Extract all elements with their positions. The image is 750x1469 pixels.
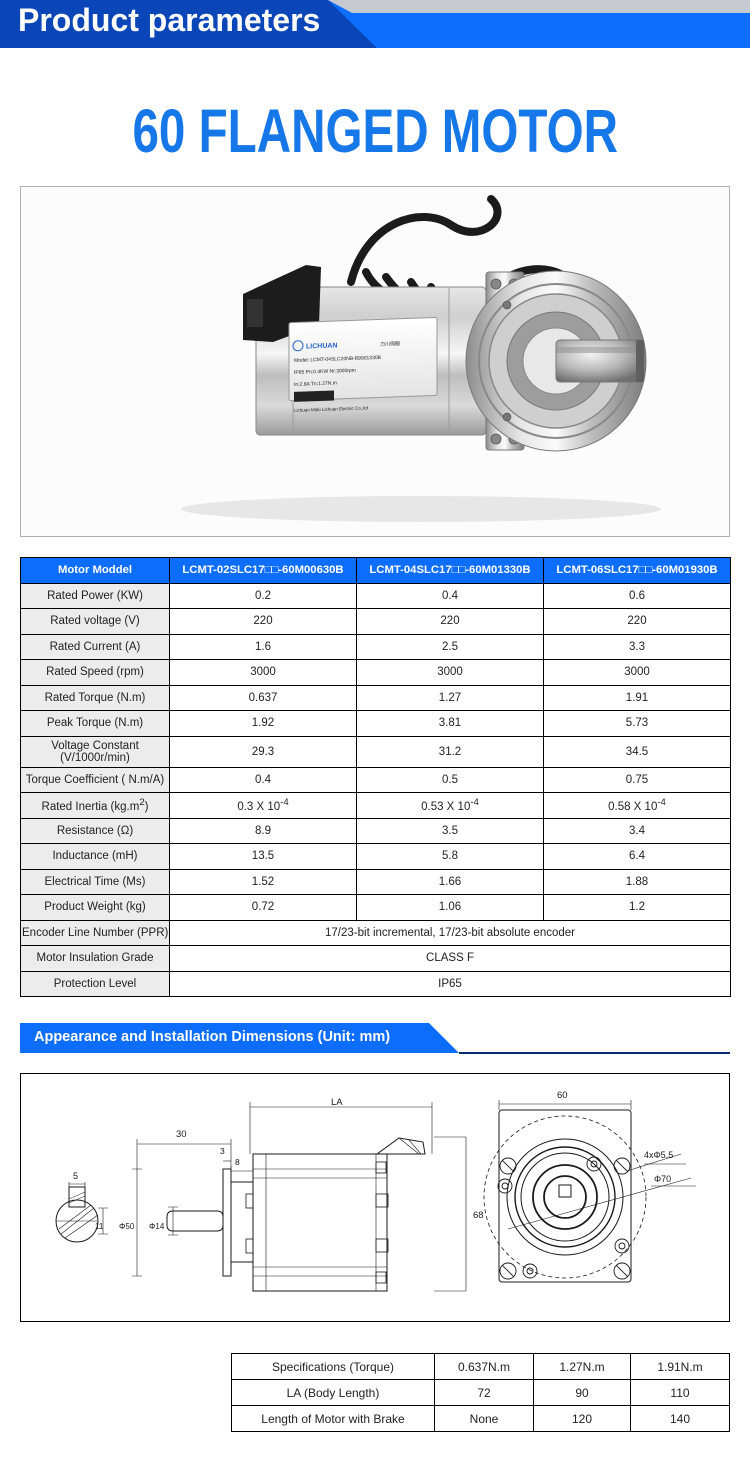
svg-text:68: 68 [473,1210,484,1221]
svg-text:30: 30 [176,1129,187,1140]
svg-text:5: 5 [73,1171,78,1181]
svg-text:LA: LA [331,1097,343,1108]
svg-text:8: 8 [235,1157,240,1167]
svg-text:3: 3 [220,1146,225,1156]
svg-text:Φ50: Φ50 [119,1222,135,1231]
svg-text:11: 11 [95,1222,104,1231]
svg-text:Φ70: Φ70 [654,1174,671,1184]
svg-text:力川伺服: 力川伺服 [380,340,400,348]
svg-text:60: 60 [557,1090,568,1101]
svg-text:LICHUAN: LICHUAN [306,342,337,350]
svg-text:Φ14: Φ14 [149,1222,165,1231]
svg-text:4xΦ5.5: 4xΦ5.5 [644,1150,673,1160]
